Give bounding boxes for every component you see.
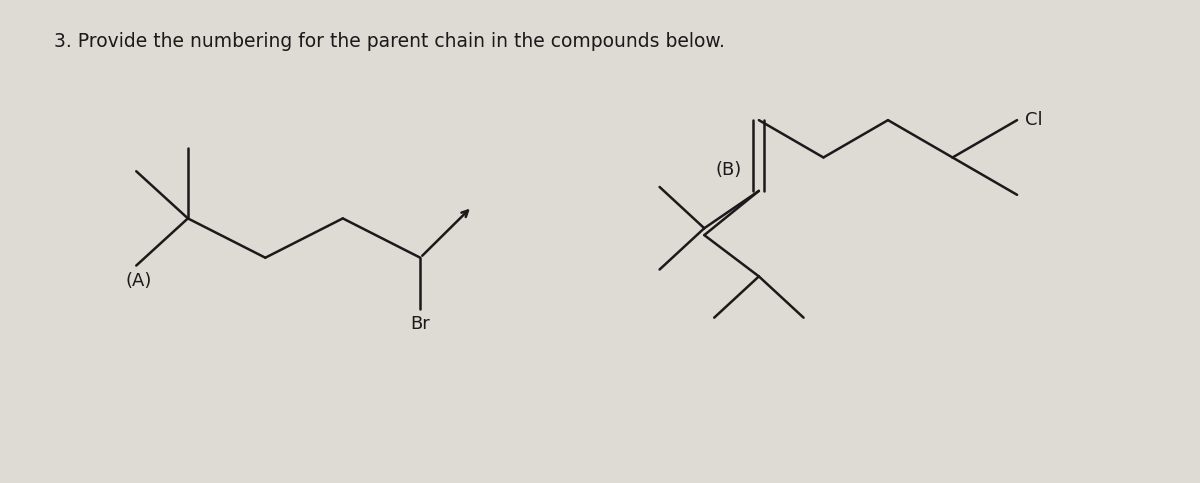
Text: Br: Br (410, 315, 430, 333)
Text: Cl: Cl (1025, 111, 1043, 129)
Text: 3. Provide the numbering for the parent chain in the compounds below.: 3. Provide the numbering for the parent … (54, 32, 725, 51)
Text: (B): (B) (716, 161, 743, 179)
Text: (A): (A) (125, 272, 151, 290)
